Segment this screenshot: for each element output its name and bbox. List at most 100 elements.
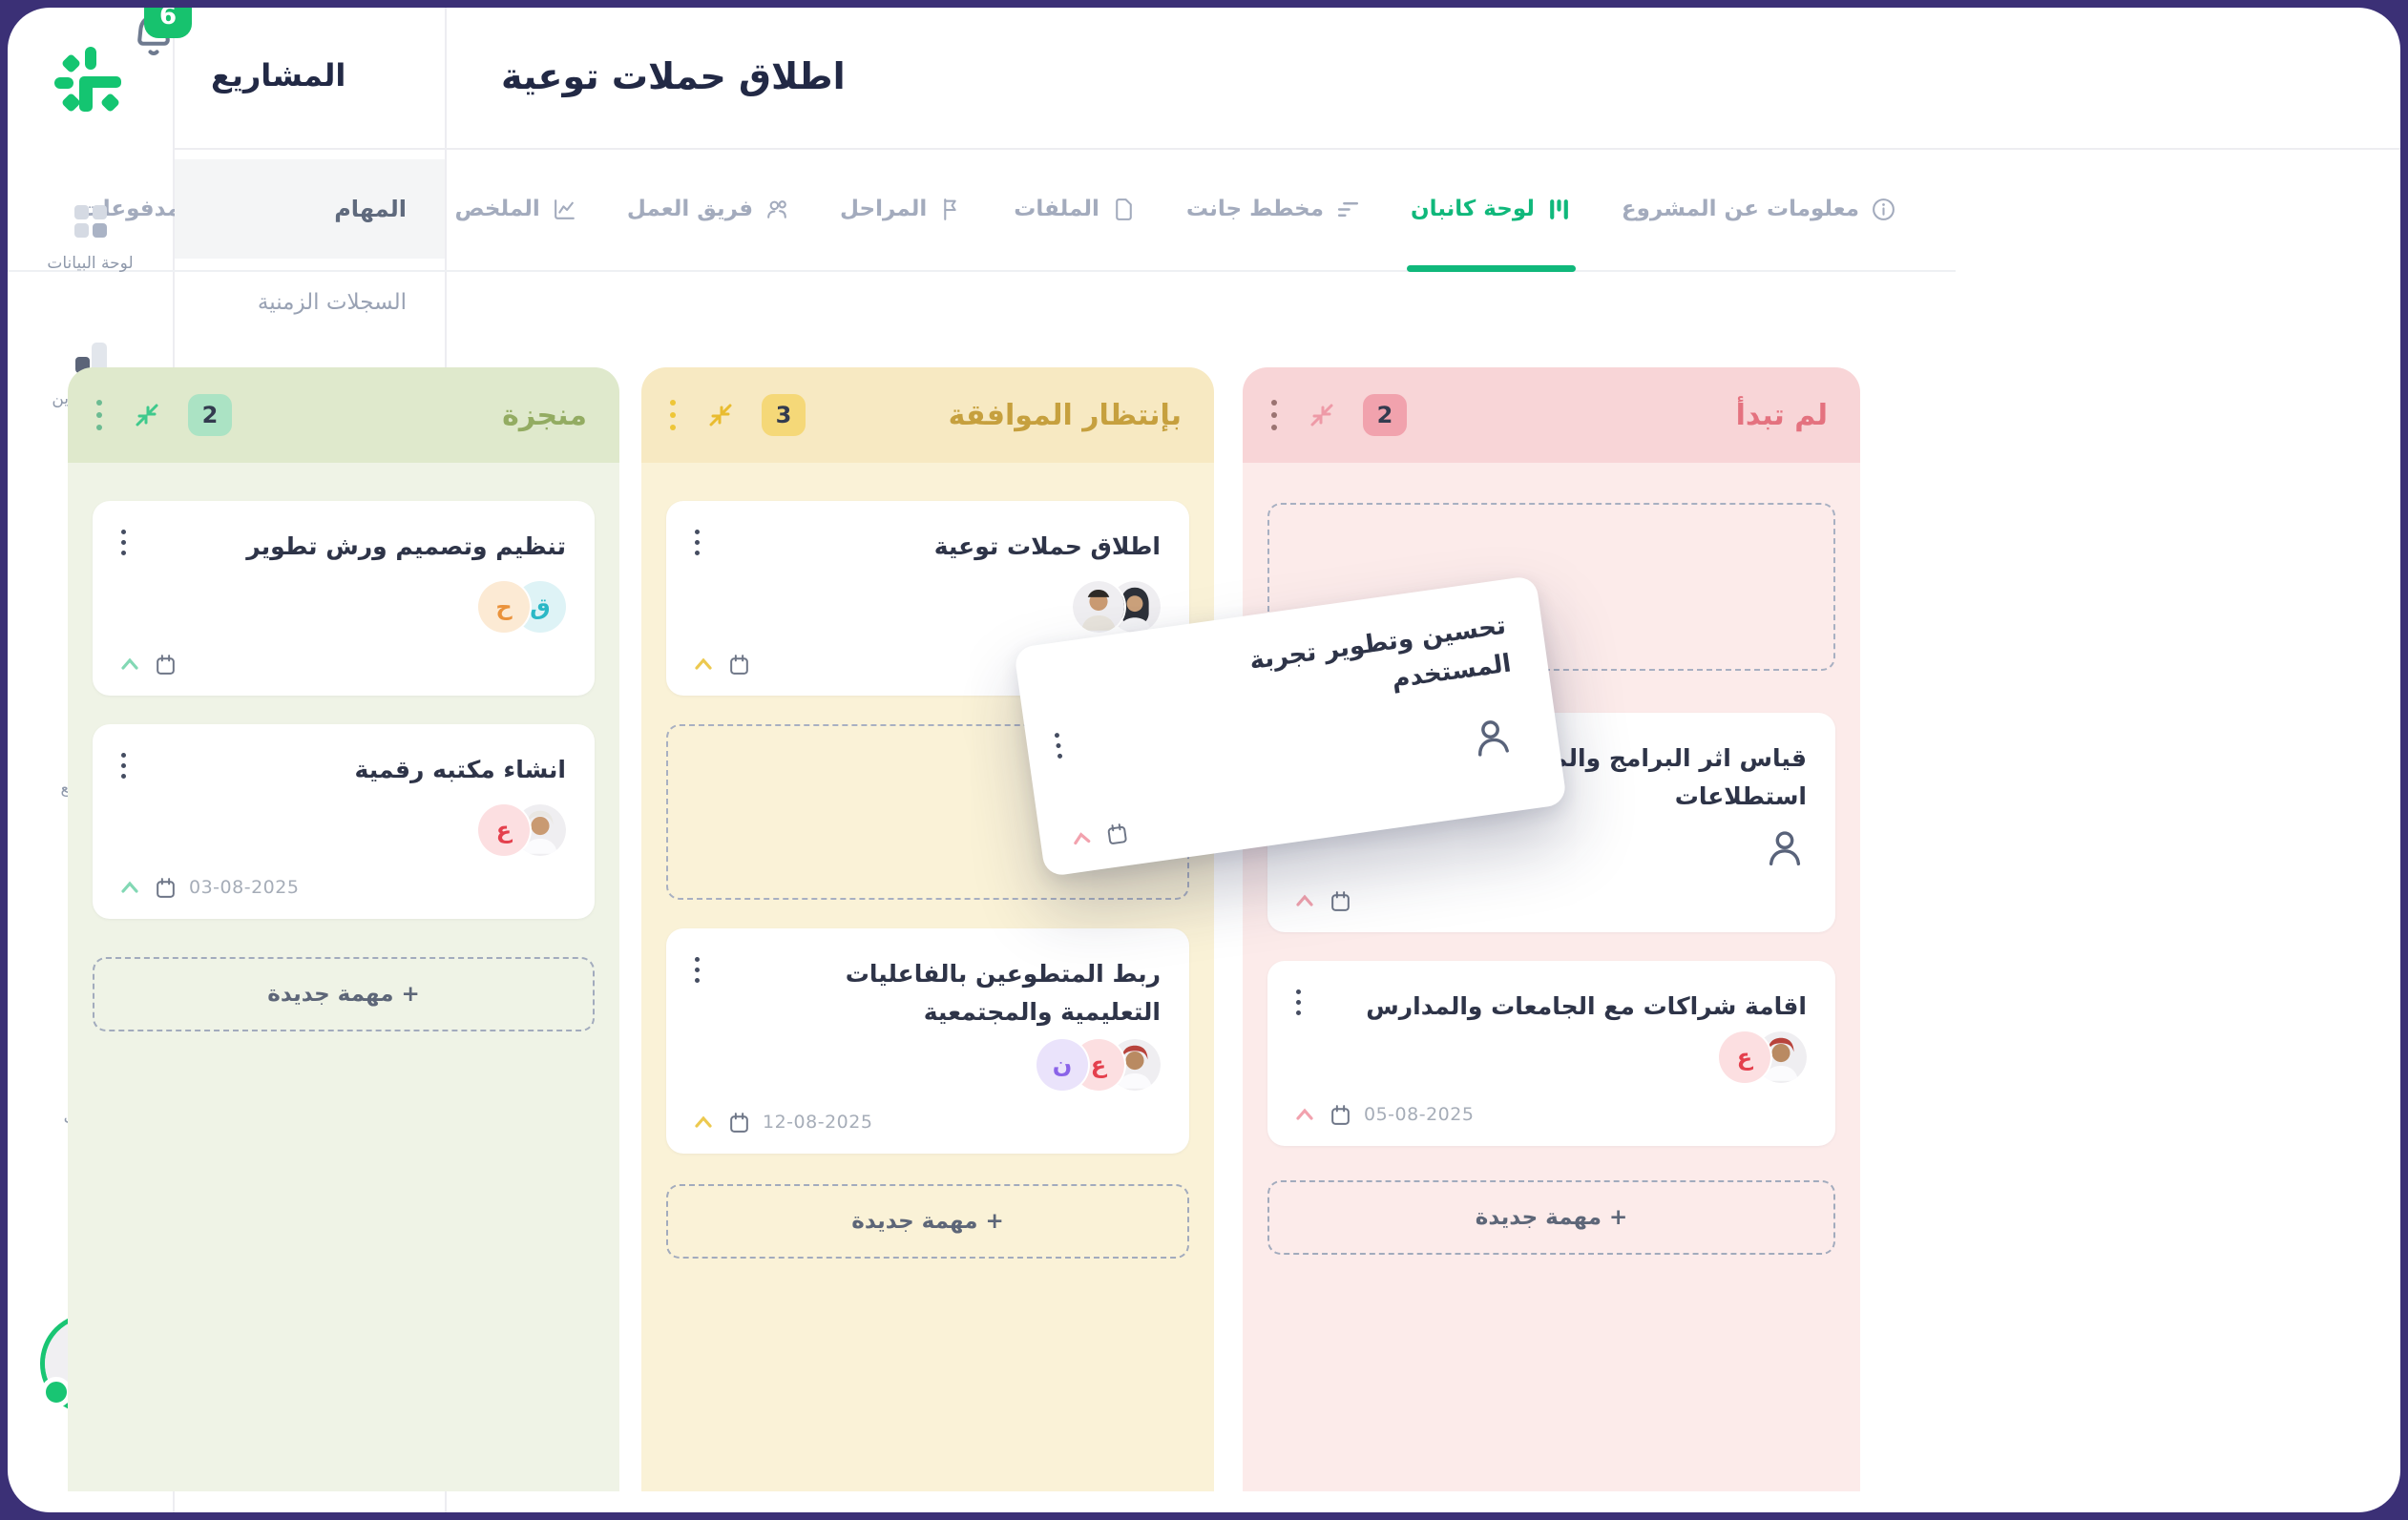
card-title: اقامة شراكات مع الجامعات والمدارس: [1366, 992, 1807, 1020]
column-title: منجزة: [502, 398, 587, 432]
column-count-badge: 3: [762, 394, 806, 436]
column-done-header: منجزة 2: [68, 367, 619, 463]
tab-summary[interactable]: الملخص: [455, 148, 577, 270]
add-task-button[interactable]: + مهمة جديدة: [1267, 1180, 1835, 1255]
priority-chevron-icon: [121, 657, 138, 670]
panel-item-tasks[interactable]: المهام: [175, 159, 445, 259]
dragging-task-card[interactable]: تحسين وتطوير تجربة المستخدم: [1013, 574, 1568, 878]
calendar-icon: [730, 1112, 748, 1133]
task-card[interactable]: انشاء مكتبه رقمية ع 03-08-2025: [93, 724, 595, 919]
app-window: اطلاق حملات توعية المشاريع 6: [8, 8, 2400, 1512]
due-date: 03-08-2025: [189, 877, 300, 898]
tab-files[interactable]: الملفات: [1014, 148, 1137, 270]
card-title: ربط المتطوعين بالفاعليات التعليمية والمج…: [845, 960, 1161, 1026]
card-menu-icon[interactable]: [1292, 986, 1305, 1019]
column-menu-icon[interactable]: [93, 396, 106, 434]
tab-project-info[interactable]: معلومات عن المشروع: [1622, 148, 1896, 270]
card-menu-icon[interactable]: [1054, 732, 1063, 760]
card-menu-icon[interactable]: [117, 749, 130, 782]
column-done-body: تنظيم وتصميم ورش تطوير ق ح انشاء مكتبه ر…: [68, 463, 619, 1491]
collapse-column-icon[interactable]: [704, 399, 737, 431]
task-card[interactable]: تنظيم وتصميم ورش تطوير ق ح: [93, 501, 595, 696]
card-assignees: ع: [117, 804, 566, 856]
column-awaiting-body: اطلاق حملات توعية ربط المتطوعين با: [641, 463, 1214, 1491]
column-done: منجزة 2 تنظيم وتصميم ورش تطوير ق ح: [68, 367, 619, 1491]
column-menu-icon[interactable]: [666, 396, 680, 434]
task-card[interactable]: اقامة شراكات مع الجامعات والمدارس ع 05-0…: [1267, 961, 1835, 1146]
topbar-divider: [173, 148, 2400, 150]
column-title: بإنتظار الموافقة: [948, 398, 1182, 432]
collapse-column-icon[interactable]: [131, 399, 163, 431]
avatar: ح: [478, 581, 530, 633]
card-menu-icon[interactable]: [691, 953, 703, 987]
panel-item-timesheets[interactable]: السجلات الزمنية: [257, 290, 407, 315]
priority-chevron-icon: [695, 1115, 712, 1128]
card-menu-icon[interactable]: [691, 526, 703, 559]
milestones-flag-icon: [944, 198, 956, 220]
avatar-photo: [1109, 581, 1161, 633]
summary-chart-icon: [554, 198, 575, 219]
column-awaiting-header: بإنتظار الموافقة 3: [641, 367, 1214, 463]
add-task-button[interactable]: + مهمة جديدة: [93, 957, 595, 1031]
due-date: 05-08-2025: [1364, 1104, 1475, 1125]
tab-team[interactable]: فريق العمل: [627, 148, 790, 270]
task-card[interactable]: ربط المتطوعين بالفاعليات التعليمية والمج…: [666, 928, 1189, 1154]
column-menu-icon[interactable]: [1267, 396, 1281, 434]
avatar: ن: [1036, 1039, 1088, 1091]
card-title: تنظيم وتصميم ورش تطوير: [246, 532, 566, 560]
tab-milestones[interactable]: المراحل: [840, 148, 964, 270]
card-assignees: ع ن: [691, 1039, 1161, 1091]
drop-zone[interactable]: [1267, 503, 1835, 671]
page-title: اطلاق حملات توعية: [501, 55, 846, 97]
avatar-photo: [1073, 581, 1124, 633]
priority-chevron-icon: [695, 657, 712, 670]
calendar-icon: [157, 877, 175, 898]
calendar-icon: [730, 654, 748, 675]
card-title: انشاء مكتبه رقمية: [354, 756, 566, 783]
tab-kanban-board[interactable]: لوحة كانبان: [1406, 148, 1576, 272]
priority-chevron-icon: [1074, 832, 1091, 845]
card-title: تحسين وتطوير تجربة المستخدم: [1247, 611, 1514, 695]
notifications-count-badge: 6: [144, 8, 192, 38]
calendar-icon: [157, 654, 175, 675]
info-icon: [1873, 198, 1895, 220]
gantt-icon: [1337, 201, 1359, 217]
unassigned-person-icon: [1477, 720, 1509, 757]
sidebar-item-dashboard[interactable]: لوحة البيانات: [8, 198, 173, 273]
notifications-button[interactable]: 6: [129, 8, 192, 59]
collapse-column-icon[interactable]: [1306, 399, 1338, 431]
dashboard-icon: [73, 205, 107, 238]
project-tab-bar: معلومات عن المشروع لوحة كانبان مخطط جانت…: [8, 148, 1956, 272]
column-not-started-header: لم تبدأ 2: [1243, 367, 1860, 463]
due-date: 12-08-2025: [763, 1112, 873, 1133]
card-assignees: ع: [1292, 1031, 1807, 1083]
add-task-button[interactable]: + مهمة جديدة: [666, 1184, 1189, 1259]
avatar: ع: [478, 804, 530, 856]
avatar: ع: [1719, 1031, 1770, 1083]
kanban-icon: [1550, 198, 1568, 219]
calendar-icon: [1107, 822, 1127, 844]
file-icon: [1116, 198, 1132, 220]
card-assignees: [691, 581, 1161, 633]
online-status-dot: [40, 1377, 72, 1407]
avatar-photo: [514, 804, 566, 856]
calendar-icon: [1331, 890, 1350, 911]
avatar-photo: [1755, 1031, 1807, 1083]
avatar-photo: [1109, 1039, 1161, 1091]
tab-gantt-chart[interactable]: مخطط جانت: [1186, 148, 1361, 270]
active-tab-underline: [1406, 265, 1576, 272]
unassigned-person-icon: [1769, 831, 1801, 865]
brand-logo: [53, 47, 121, 112]
column-not-started: لم تبدأ 2 قياس اثر البرامج والمبادرات من…: [1243, 367, 1860, 1491]
priority-chevron-icon: [121, 881, 138, 893]
priority-chevron-icon: [1296, 894, 1313, 906]
panel-title: المشاريع: [211, 57, 346, 94]
card-menu-icon[interactable]: [117, 526, 130, 559]
calendar-icon: [1331, 1104, 1350, 1125]
column-title: لم تبدأ: [1735, 398, 1828, 432]
card-assignees: ق ح: [117, 581, 566, 633]
priority-chevron-icon: [1296, 1108, 1313, 1120]
card-unassigned: [1292, 825, 1807, 869]
column-count-badge: 2: [1363, 394, 1407, 436]
